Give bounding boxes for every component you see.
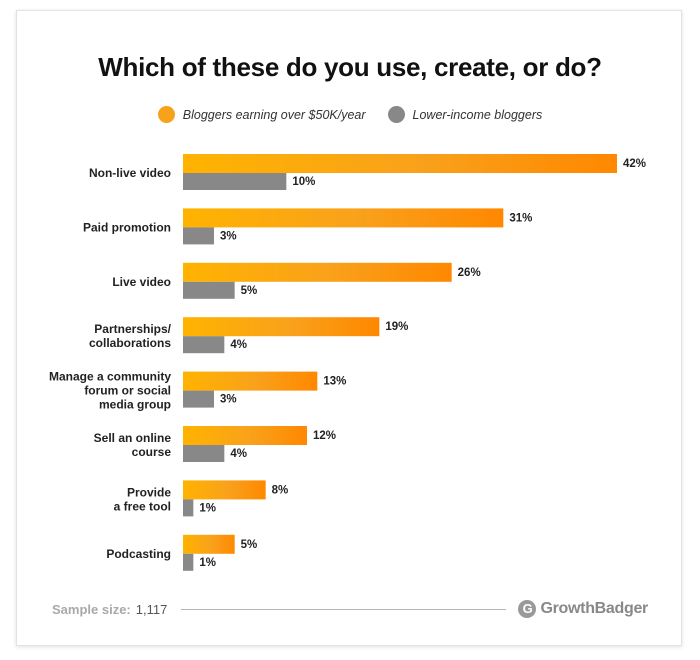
value-label-high-income: 8% (272, 484, 289, 496)
bar-high-income (183, 262, 452, 282)
category-label: Non-live video (89, 166, 171, 180)
bar-high-income (183, 208, 504, 228)
value-label-high-income: 42% (623, 158, 646, 170)
category-label: Live video (112, 275, 171, 289)
value-label-high-income: 5% (241, 539, 258, 551)
footer: Sample size: 1,117 G GrowthBadger (52, 598, 648, 620)
bar-lower-income (183, 227, 214, 245)
bar-high-income (183, 154, 617, 173)
value-label-lower-income: 4% (230, 448, 247, 460)
value-label-lower-income: 1% (199, 502, 216, 514)
growthbadger-logo-icon: G (518, 600, 537, 618)
bar-lower-income (183, 553, 194, 571)
brand-logo: G GrowthBadger (518, 600, 648, 618)
bar-chart: 42% 10% Non-live video 31% 3% Paid promotion 2… (49, 154, 646, 571)
bar-lower-income (183, 390, 214, 408)
legend-item-lower-income: Lower-income bloggers (387, 106, 543, 123)
value-label-lower-income: 3% (220, 394, 237, 406)
legend-label-high-income: Bloggers earning over $50K/year (182, 107, 366, 122)
legend: Bloggers earning over $50K/year Lower-in… (0, 106, 700, 123)
category-label: Podcasting (106, 547, 171, 561)
value-label-lower-income: 3% (220, 230, 237, 242)
bar-lower-income (183, 173, 287, 190)
category-label: Paid promotion (83, 220, 171, 234)
bar-lower-income (183, 281, 235, 299)
bar-lower-income (183, 445, 225, 462)
value-label-high-income: 26% (458, 267, 481, 279)
bar-lower-income (183, 336, 225, 354)
category-label: collaborations (89, 336, 171, 350)
category-label: Manage a community (49, 370, 171, 384)
bar-high-income (183, 371, 318, 391)
value-label-lower-income: 5% (241, 285, 258, 297)
bar-high-income (183, 317, 380, 337)
legend-item-high-income: Bloggers earning over $50K/year (157, 106, 366, 123)
value-label-high-income: 31% (509, 212, 532, 224)
sample-size-label: Sample size: (52, 601, 131, 617)
legend-swatch-high-income (157, 106, 175, 123)
footer-divider (181, 608, 507, 610)
value-label-lower-income: 1% (199, 557, 216, 569)
category-label: Partnerships/ (94, 322, 171, 336)
bar-high-income (183, 426, 307, 445)
bar-high-income (183, 534, 235, 554)
value-label-high-income: 12% (313, 430, 336, 442)
category-label: Sell an online (94, 431, 172, 445)
value-label-lower-income: 10% (292, 176, 315, 188)
legend-label-lower-income: Lower-income bloggers (412, 107, 543, 122)
category-label: Provide (127, 485, 171, 499)
value-label-high-income: 13% (323, 376, 346, 388)
chart-title: Which of these do you use, create, or do… (98, 52, 602, 82)
bar-lower-income (183, 499, 194, 517)
value-label-lower-income: 4% (230, 339, 247, 351)
category-label: media group (99, 398, 171, 412)
category-label: forum or social (84, 384, 171, 398)
sample-size-value: 1,117 (135, 601, 168, 617)
brand-name: GrowthBadger (540, 600, 648, 617)
legend-swatch-lower-income (387, 106, 405, 123)
bar-high-income (183, 480, 266, 500)
value-label-high-income: 19% (385, 321, 408, 333)
category-label: a free tool (114, 499, 171, 513)
category-label: course (132, 445, 172, 459)
